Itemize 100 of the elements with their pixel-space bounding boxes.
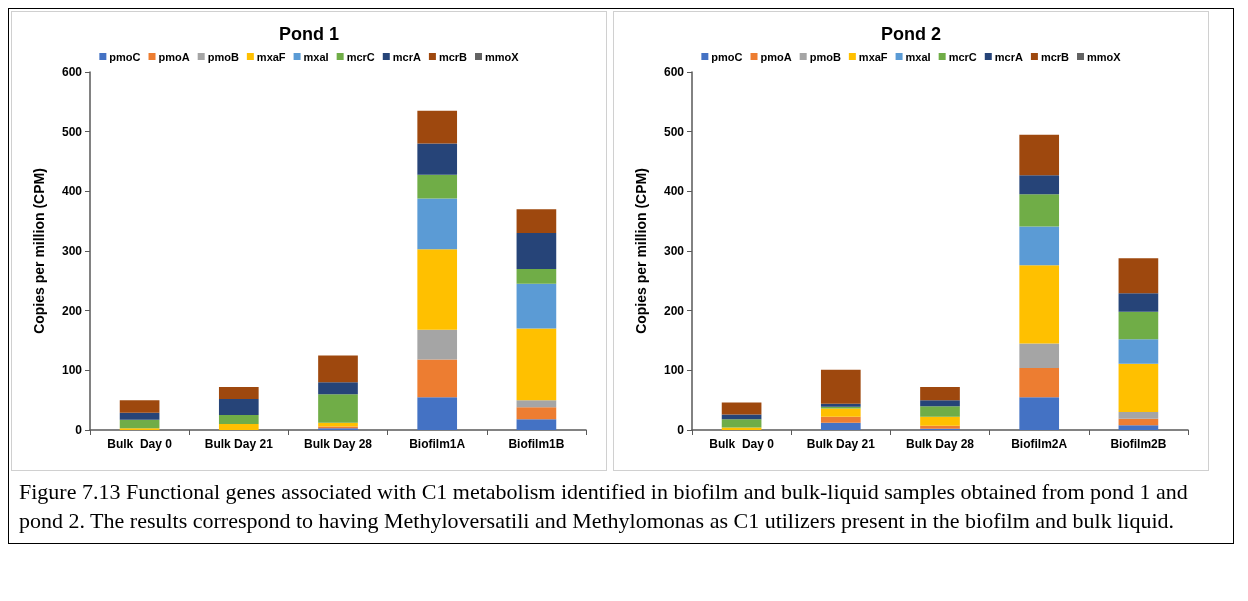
bar	[516, 328, 557, 401]
bar	[516, 209, 557, 234]
bar	[721, 402, 762, 415]
y-tick-label: 500	[61, 124, 83, 139]
y-tick-label: 100	[61, 363, 83, 378]
x-tick-label: Biofilm2A	[1011, 437, 1068, 451]
bar	[920, 416, 960, 426]
legend-label: mmoX	[1087, 50, 1122, 63]
y-tick-label: 300	[61, 244, 83, 258]
legend-label: pmoB	[207, 50, 239, 63]
legend-label: mxaF	[858, 50, 888, 63]
bar	[1019, 134, 1060, 176]
bar	[516, 233, 557, 269]
legend-label: mcrB	[438, 50, 468, 63]
bar	[1019, 194, 1060, 227]
legend-label: pmoA	[158, 50, 190, 63]
bar	[516, 283, 557, 329]
bar	[820, 408, 861, 417]
caption: Figure 7.13 Functional genes associated with C1 metabolism identified in biofilm and bulk-liquid samples obtained from pond 1 and pond 2. The results correspond to having Methyloversatili and Methylomonas as C1 utilizers present in the biofilm and bulk liquid.	[18, 478, 1189, 535]
bar	[119, 400, 160, 413]
y-tick-label: 300	[663, 244, 685, 258]
bar	[1118, 418, 1159, 426]
x-tick-label: Bulk Day 0	[107, 437, 173, 451]
y-tick-label: 400	[61, 184, 83, 199]
bar	[318, 382, 358, 395]
x-tick-label: Bulk Day 28	[303, 437, 373, 451]
x-tick-label: Bulk Day 21	[806, 437, 876, 451]
x-tick-label: Biofilm1B	[508, 437, 565, 451]
bar	[1118, 339, 1159, 364]
bar	[1019, 265, 1060, 344]
bar	[820, 416, 861, 423]
legend-label: mcrA	[392, 50, 421, 63]
chart-title: Pond 1	[278, 24, 340, 44]
x-tick-label: Biofilm2B	[1110, 437, 1167, 451]
legend-label: pmoC	[711, 50, 743, 63]
bar	[1019, 343, 1060, 368]
y-tick-label: 200	[663, 303, 685, 318]
bar	[417, 397, 458, 430]
bar	[1118, 293, 1159, 312]
bar	[1118, 311, 1159, 340]
bar	[318, 394, 358, 423]
bar	[417, 359, 458, 398]
bar	[516, 400, 557, 408]
y-axis-title: Copies per million (CPM)	[31, 168, 47, 334]
bar	[516, 268, 557, 284]
bar	[516, 407, 557, 420]
legend-label: mxaF	[256, 50, 286, 63]
legend-label: pmoA	[760, 50, 792, 63]
bar	[417, 143, 458, 175]
bar	[920, 400, 960, 407]
legend-label: mcrB	[1040, 50, 1070, 63]
bar	[218, 387, 259, 399]
y-tick-label: 500	[663, 124, 685, 139]
y-axis-title: Copies per million (CPM)	[633, 168, 649, 334]
bar	[1019, 226, 1060, 266]
y-tick-label: 400	[663, 184, 685, 199]
x-tick-label: Bulk Day 28	[905, 437, 975, 451]
bar	[1118, 412, 1159, 419]
y-tick-label: 0	[677, 423, 685, 437]
bar	[1019, 397, 1060, 430]
legend-label: mmoX	[485, 50, 520, 63]
bar	[417, 198, 458, 250]
bar	[1118, 363, 1159, 413]
bar	[417, 329, 458, 360]
bar	[417, 110, 458, 144]
x-tick-label: Biofilm1A	[409, 437, 466, 451]
y-tick-label: 200	[61, 303, 83, 318]
bar	[920, 406, 960, 417]
bar	[820, 369, 861, 404]
bar	[920, 387, 960, 401]
bar	[218, 424, 259, 430]
bar	[417, 174, 458, 199]
bar	[721, 414, 762, 420]
legend-label: mcrC	[948, 50, 977, 63]
legend-label: mcrA	[994, 50, 1023, 63]
bar	[318, 355, 358, 383]
y-tick-label: 600	[663, 65, 685, 79]
legend-label: pmoC	[109, 50, 141, 63]
bar	[516, 419, 557, 430]
bar	[1019, 175, 1060, 195]
legend-label: mcrC	[346, 50, 375, 63]
bar	[119, 419, 160, 429]
y-tick-label: 600	[61, 65, 83, 79]
bar	[1118, 258, 1159, 294]
bar	[1118, 425, 1159, 430]
bar	[218, 398, 259, 416]
bar	[119, 412, 160, 420]
bar	[721, 419, 762, 428]
bar	[417, 249, 458, 330]
bar	[1019, 367, 1060, 398]
legend-label: mxaI	[905, 50, 931, 63]
x-tick-label: Bulk Day 0	[709, 437, 775, 451]
legend-label: mxaI	[303, 50, 329, 63]
chart-title: Pond 2	[880, 24, 942, 44]
bar	[218, 415, 259, 425]
bar	[820, 422, 861, 430]
legend-label: pmoB	[809, 50, 841, 63]
x-tick-label: Bulk Day 21	[204, 437, 274, 451]
y-tick-label: 0	[75, 423, 83, 437]
y-tick-label: 100	[663, 363, 685, 378]
